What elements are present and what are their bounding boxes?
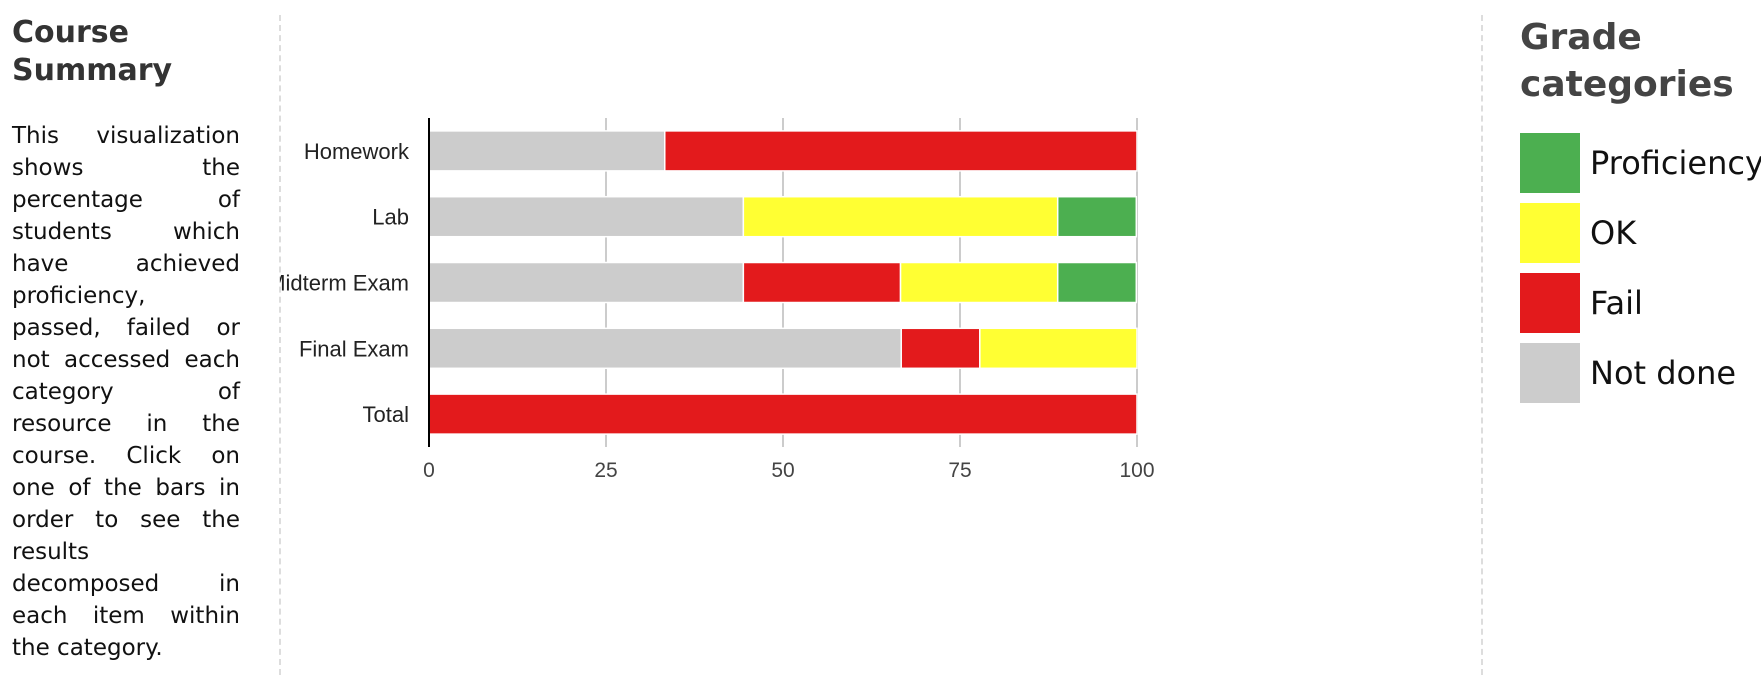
legend-label-fail: Fail xyxy=(1590,284,1643,322)
category-label: Final Exam xyxy=(299,336,409,361)
legend-item-not-done: Not done xyxy=(1520,338,1761,408)
bar-homework-not-done[interactable] xyxy=(428,130,666,172)
bar-final-exam-ok[interactable] xyxy=(979,327,1138,370)
left-divider xyxy=(279,15,281,675)
bar-midterm-exam-fail[interactable] xyxy=(742,261,902,304)
summary-description: This visualization shows the percentage … xyxy=(12,123,240,661)
bar-lab-proficiency[interactable] xyxy=(1056,195,1138,238)
bar-final-exam-fail[interactable] xyxy=(900,327,981,370)
bar-lab-ok[interactable] xyxy=(742,195,1059,238)
bar-midterm-exam-proficiency[interactable] xyxy=(1056,261,1138,304)
legend-label-proficiency: Proficiency xyxy=(1590,144,1761,182)
x-tick-label: 0 xyxy=(423,459,435,482)
legend-swatch-ok xyxy=(1520,203,1580,263)
legend-title: Grade categories xyxy=(1520,17,1734,105)
legend-swatch-fail xyxy=(1520,273,1580,333)
summary-title: Course Summary xyxy=(12,15,173,88)
category-label: Lab xyxy=(372,205,409,230)
x-tick-label: 25 xyxy=(594,459,617,482)
bar-homework-fail[interactable] xyxy=(664,130,1138,172)
bar-total-fail[interactable] xyxy=(428,393,1138,435)
stacked-bar-chart: Homework Lab Midterm Exam Final Exam Total 0 2… xyxy=(280,118,1155,482)
x-tick-label: 100 xyxy=(1119,459,1154,482)
legend-label-not-done: Not done xyxy=(1590,354,1737,392)
bar-midterm-exam-not-done[interactable] xyxy=(428,261,745,304)
bar-lab-not-done[interactable] xyxy=(428,195,745,238)
category-label: Total xyxy=(363,402,409,427)
bar-final-exam-not-done[interactable] xyxy=(428,327,902,370)
legend-item-ok: OK xyxy=(1520,198,1761,268)
legend-swatch-proficiency xyxy=(1520,133,1580,193)
legend-label-ok: OK xyxy=(1590,214,1637,252)
summary-panel: Course Summary This visualization shows … xyxy=(12,14,240,664)
category-label: Midterm Exam xyxy=(280,271,409,296)
legend-list: Proficiency OK Fail Not done xyxy=(1520,128,1761,408)
legend-swatch-not-done xyxy=(1520,343,1580,403)
bar-midterm-exam-ok[interactable] xyxy=(899,261,1059,304)
x-tick-label: 75 xyxy=(948,459,971,482)
legend-panel: Grade categories Proficiency OK Fail Not… xyxy=(1520,14,1761,408)
x-tick-label: 50 xyxy=(771,459,794,482)
chart-area: Homework Lab Midterm Exam Final Exam Total 0 2… xyxy=(280,0,1480,679)
right-divider xyxy=(1481,15,1483,675)
legend-item-proficiency: Proficiency xyxy=(1520,128,1761,198)
category-label: Homework xyxy=(304,139,410,164)
legend-item-fail: Fail xyxy=(1520,268,1761,338)
